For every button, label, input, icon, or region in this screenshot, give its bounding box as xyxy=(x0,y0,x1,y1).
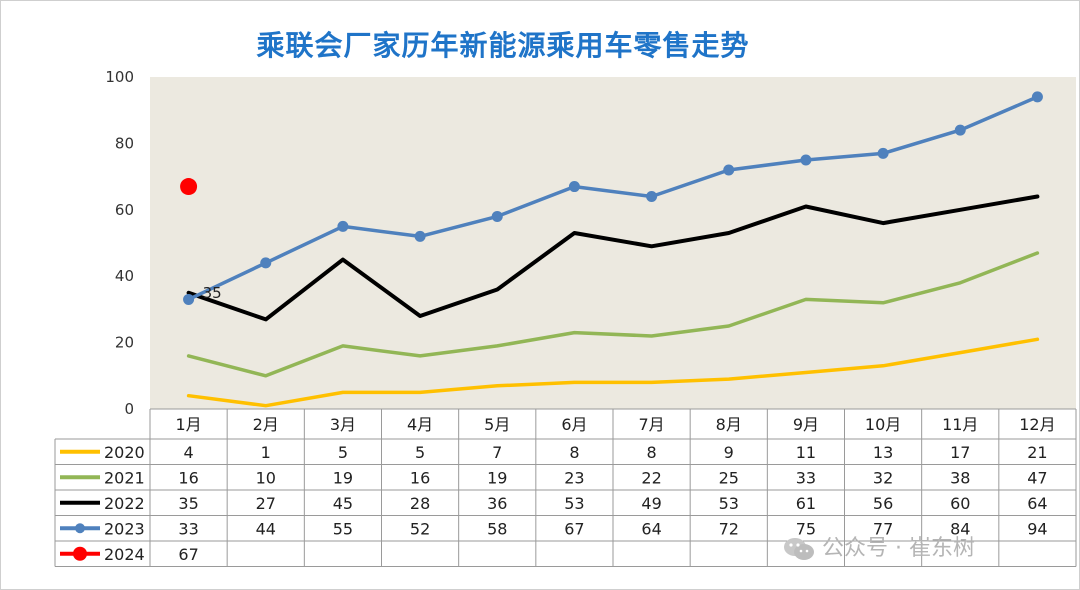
x-category-label: 7月 xyxy=(638,415,664,434)
table-cell-2020: 11 xyxy=(796,443,816,462)
x-category-label: 4月 xyxy=(407,415,433,434)
table-cell-2022: 53 xyxy=(564,494,584,513)
data-point-2023 xyxy=(414,230,426,242)
data-point-2023 xyxy=(568,181,580,193)
y-tick-label: 80 xyxy=(115,134,134,152)
table-cell-2023: 67 xyxy=(564,519,584,538)
legend-label-2024: 2024 xyxy=(104,545,145,564)
table-cell-2020: 1 xyxy=(261,443,271,462)
table-cell-2021: 19 xyxy=(333,468,353,487)
x-category-label: 10月 xyxy=(865,415,901,434)
table-cell-2022: 49 xyxy=(641,494,661,513)
y-tick-label: 40 xyxy=(115,267,134,285)
table-cell-2021: 25 xyxy=(719,468,739,487)
y-tick-label: 100 xyxy=(105,68,134,86)
watermark-text: 公众号 · 崔东树 xyxy=(822,536,975,561)
x-category-label: 11月 xyxy=(942,415,978,434)
table-cell-2022: 60 xyxy=(950,494,970,513)
legend-marker-2024 xyxy=(73,546,87,561)
data-point-2023 xyxy=(877,147,889,159)
x-category-label: 12月 xyxy=(1019,415,1055,434)
table-cell-2023: 33 xyxy=(178,519,198,538)
x-category-label: 5月 xyxy=(484,415,510,434)
table-cell-2023: 52 xyxy=(410,519,430,538)
table-cell-2023: 55 xyxy=(333,519,353,538)
plot-area xyxy=(150,77,1076,409)
table-cell-2021: 32 xyxy=(873,468,893,487)
x-category-label: 8月 xyxy=(716,415,742,434)
y-tick-label: 20 xyxy=(115,334,134,352)
data-point-2023 xyxy=(337,220,349,232)
table-cell-2024: 67 xyxy=(178,545,198,564)
data-point-2023 xyxy=(1031,91,1043,103)
x-category-label: 3月 xyxy=(330,415,356,434)
table-cell-2023: 64 xyxy=(641,519,661,538)
table-cell-2020: 17 xyxy=(950,443,970,462)
x-category-label: 9月 xyxy=(793,415,819,434)
wechat-icon xyxy=(782,536,816,562)
x-category-label: 2月 xyxy=(253,415,279,434)
table-cell-2021: 16 xyxy=(178,468,198,487)
table-cell-2023: 94 xyxy=(1027,519,1047,538)
legend-label-2023: 2023 xyxy=(104,519,145,538)
series-line-2022 xyxy=(186,194,1040,322)
data-point-2023 xyxy=(954,124,966,136)
table-cell-2021: 19 xyxy=(487,468,507,487)
table-cell-2022: 53 xyxy=(719,494,739,513)
table-cell-2021: 10 xyxy=(256,468,276,487)
table-cell-2023: 44 xyxy=(256,519,276,538)
table-cell-2023: 75 xyxy=(796,519,816,538)
table-cell-2021: 22 xyxy=(641,468,661,487)
table-cell-2020: 5 xyxy=(338,443,348,462)
series-line-2020 xyxy=(186,337,1040,408)
table-cell-2022: 64 xyxy=(1027,494,1047,513)
data-point-2023 xyxy=(646,191,658,203)
table-cell-2023: 58 xyxy=(487,519,507,538)
table-cell-2022: 28 xyxy=(410,494,430,513)
legend-label-2022: 2022 xyxy=(104,494,145,513)
data-point-2023 xyxy=(183,293,195,305)
x-category-label: 6月 xyxy=(561,415,587,434)
series-line-2021 xyxy=(186,251,1040,378)
table-cell-2021: 16 xyxy=(410,468,430,487)
data-label-2022: 35 xyxy=(203,284,222,302)
table-cell-2020: 5 xyxy=(415,443,425,462)
watermark: 公众号 · 崔东树 xyxy=(782,530,975,562)
y-tick-label: 60 xyxy=(115,201,134,219)
table-cell-2021: 47 xyxy=(1027,468,1047,487)
table-cell-2020: 13 xyxy=(873,443,893,462)
table-cell-2023: 72 xyxy=(719,519,739,538)
table-cell-2022: 35 xyxy=(178,494,198,513)
x-category-label: 1月 xyxy=(175,415,201,434)
legend-label-2021: 2021 xyxy=(104,468,145,487)
table-cell-2020: 9 xyxy=(724,443,734,462)
table-cell-2021: 23 xyxy=(564,468,584,487)
data-point-2023 xyxy=(260,257,272,269)
table-cell-2020: 7 xyxy=(492,443,502,462)
y-tick-label: 0 xyxy=(124,400,134,418)
table-cell-2022: 36 xyxy=(487,494,507,513)
table-cell-2021: 33 xyxy=(796,468,816,487)
data-point-2023 xyxy=(723,164,735,176)
table-cell-2020: 8 xyxy=(646,443,656,462)
legend-marker-2023 xyxy=(75,523,85,534)
table-cell-2020: 8 xyxy=(569,443,579,462)
series-line-2023 xyxy=(186,95,1040,302)
data-point-2024 xyxy=(180,178,198,196)
data-point-2023 xyxy=(491,210,503,222)
table-cell-2022: 27 xyxy=(256,494,276,513)
legend-label-2020: 2020 xyxy=(104,443,145,462)
data-point-2023 xyxy=(800,154,812,166)
table-cell-2021: 38 xyxy=(950,468,970,487)
table-cell-2023: 77 xyxy=(873,519,893,538)
table-cell-2022: 56 xyxy=(873,494,893,513)
chart-title: 乘联会厂家历年新能源乘用车零售走势 xyxy=(256,29,750,62)
table-cell-2020: 4 xyxy=(183,443,193,462)
table-cell-2023: 84 xyxy=(950,519,970,538)
table-cell-2022: 45 xyxy=(333,494,353,513)
table-cell-2022: 61 xyxy=(796,494,816,513)
table-cell-2020: 21 xyxy=(1027,443,1047,462)
